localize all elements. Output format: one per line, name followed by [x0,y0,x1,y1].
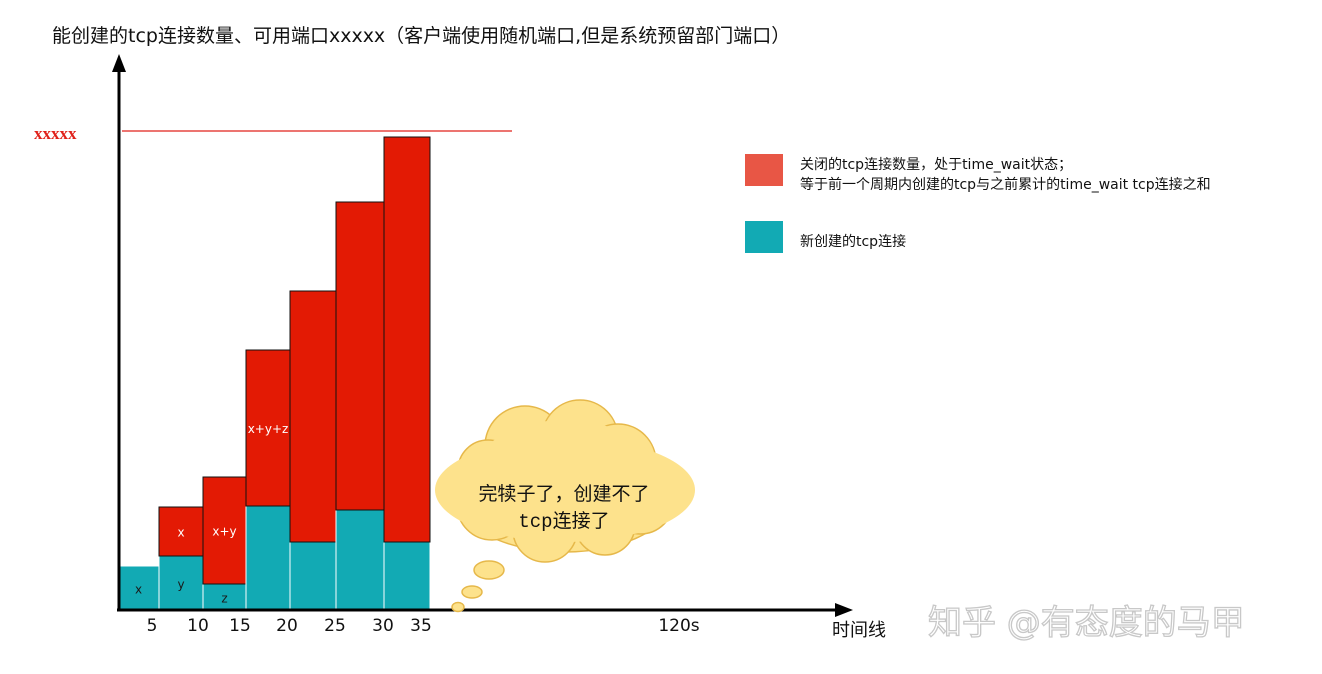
x-tick-3: 20 [276,616,298,636]
bar-label-closed-2: x+y [212,525,236,539]
thought-cloud: 完犊子了，创建不了 tcp连接了 [435,399,695,613]
bar-new-4 [289,541,337,612]
thought-bubble-dot-large [473,560,505,580]
bar-new-3 [245,505,291,612]
bar-new-6 [383,541,431,612]
bar-label-closed-3: x+y+z [248,422,289,436]
bar-closed-4 [289,290,337,543]
thought-bubble-dot-medium [461,585,483,599]
x-axis-arrow-icon [835,603,853,617]
bar-closed-3 [245,349,291,507]
x-tick-6: 35 [410,616,432,636]
bar-label-closed-1: x [177,526,184,540]
bar-new-1 [158,555,204,612]
bar-closed-6 [383,136,431,543]
bar-label-new-0: x [135,583,142,597]
callout-line2-rest: 连接了 [553,510,610,532]
x-tick-4: 25 [324,616,346,636]
x-tick-labels: 5 10 15 20 25 30 35 120s [147,616,700,636]
callout-line2: tcp连接了 [518,510,609,533]
x-tick-5: 30 [372,616,394,636]
legend-closed-line2: 等于前一个周期内创建的tcp与之前累计的time_wait tcp连接之和 [800,176,1211,193]
bar-label-new-2: z [221,592,227,606]
watermark: 知乎 @有态度的马甲 [928,603,1245,643]
x-tick-1: 10 [187,616,209,636]
bar-new-5 [335,509,385,612]
diagram-title: 能创建的tcp连接数量、可用端口xxxxx（客户端使用随机端口,但是系统预留部门… [52,25,790,47]
bar-closed-1 [158,506,204,557]
legend-swatch-closed [745,154,783,186]
x-tick-7: 120s [658,616,699,636]
bars-group [117,136,431,612]
callout-line1: 完犊子了，创建不了 [478,483,649,505]
legend-swatch-new [745,221,783,253]
callout-line2-mono: tcp [518,511,552,533]
bar-label-new-1: y [177,578,184,592]
x-axis-label: 时间线 [832,620,886,641]
bar-labels-group: x y z x x+y x+y+z [135,422,288,606]
port-limit-label: xxxxx [34,124,77,143]
x-tick-2: 15 [229,616,251,636]
y-axis-arrow-icon [112,54,126,72]
bar-closed-5 [335,201,385,511]
thought-bubble-dot-small [451,601,465,613]
x-tick-0: 5 [147,616,158,636]
legend-closed-line1: 关闭的tcp连接数量，处于time_wait状态； [800,156,1072,173]
legend-new-label: 新创建的tcp连接 [800,233,906,250]
